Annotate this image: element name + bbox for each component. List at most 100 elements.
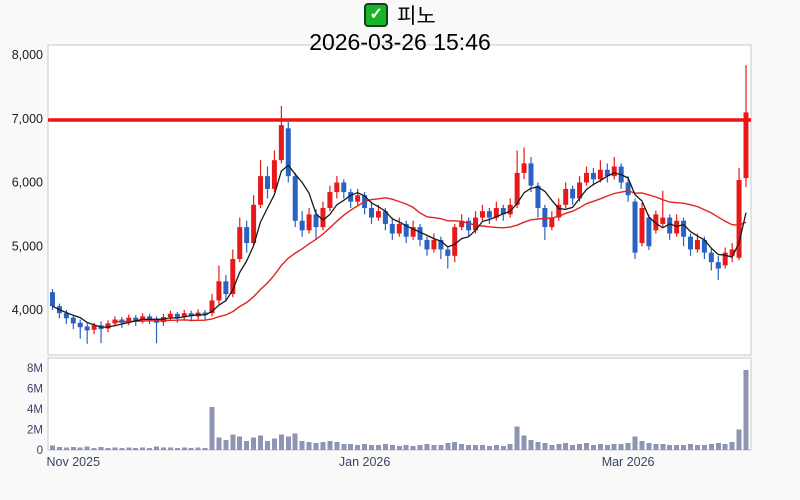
candle-body bbox=[403, 223, 409, 237]
volume-bar bbox=[708, 443, 714, 450]
price-tick-label: 6,000 bbox=[12, 176, 43, 190]
candle-body bbox=[313, 214, 319, 228]
candle-body bbox=[348, 192, 354, 202]
candle-body bbox=[521, 163, 527, 173]
volume-bar bbox=[549, 444, 555, 451]
candle-body bbox=[694, 239, 700, 250]
volume-bar bbox=[500, 445, 506, 450]
volume-bar bbox=[722, 443, 728, 450]
candle-body bbox=[140, 316, 146, 321]
volume-bar bbox=[341, 443, 347, 450]
volume-bar bbox=[535, 441, 541, 450]
candle-body bbox=[167, 313, 173, 318]
candle-body bbox=[570, 188, 576, 199]
volume-bar bbox=[140, 447, 146, 450]
volume-bar bbox=[209, 406, 215, 450]
volume-bar bbox=[688, 443, 694, 450]
candle-body bbox=[209, 300, 215, 314]
volume-bar bbox=[514, 426, 520, 450]
volume-bar bbox=[625, 442, 631, 450]
candle-body bbox=[320, 208, 326, 228]
volume-bar bbox=[285, 436, 291, 450]
candle-body bbox=[466, 220, 472, 231]
volume-bar bbox=[188, 447, 194, 450]
volume-bar bbox=[618, 443, 624, 450]
stock-name: 피노 bbox=[397, 5, 436, 28]
volume-bar bbox=[70, 446, 76, 450]
title-row: ✓ 피노 bbox=[0, 2, 800, 28]
volume-bar bbox=[597, 443, 603, 450]
volume-bar bbox=[355, 444, 361, 451]
volume-bar bbox=[133, 447, 139, 450]
candle-body bbox=[722, 252, 728, 266]
candle-body bbox=[133, 317, 139, 321]
volume-bar bbox=[632, 436, 638, 450]
volume-bar bbox=[50, 445, 55, 450]
x-tick-label: Nov 2025 bbox=[47, 455, 101, 469]
volume-bar bbox=[694, 444, 700, 451]
candle-body bbox=[681, 220, 687, 237]
price-tick-label: 8,000 bbox=[12, 48, 43, 62]
candle-body bbox=[438, 239, 444, 250]
candle-body bbox=[459, 220, 465, 228]
candle-body bbox=[590, 172, 596, 180]
checkmark-glyph: ✓ bbox=[369, 6, 383, 23]
checkbox-icon: ✓ bbox=[364, 3, 389, 27]
candle-body bbox=[493, 208, 499, 218]
candle-body bbox=[327, 192, 333, 208]
candle-body bbox=[542, 208, 548, 228]
candle-body bbox=[70, 317, 76, 324]
candle-body bbox=[223, 281, 229, 295]
candle-body bbox=[611, 166, 617, 177]
volume-bar bbox=[119, 447, 125, 450]
candle-body bbox=[445, 249, 451, 256]
candle-body bbox=[50, 292, 55, 307]
volume-bar bbox=[202, 447, 208, 450]
volume-bar bbox=[98, 446, 104, 450]
candle-body bbox=[230, 259, 236, 295]
candle-body bbox=[431, 239, 437, 250]
candle-body bbox=[84, 326, 90, 331]
volume-bar bbox=[563, 442, 569, 450]
candle-body bbox=[500, 208, 506, 215]
candle-body bbox=[639, 208, 645, 244]
candle-body bbox=[632, 201, 638, 253]
price-tick-label: 4,000 bbox=[12, 303, 43, 317]
candle-body bbox=[597, 169, 603, 180]
candle-body bbox=[424, 239, 430, 250]
volume-bar bbox=[667, 444, 673, 451]
volume-bar bbox=[556, 443, 562, 450]
candle-body bbox=[382, 211, 388, 224]
candle-body bbox=[528, 163, 534, 186]
candle-body bbox=[77, 322, 83, 328]
volume-bar bbox=[639, 440, 645, 450]
candle-body bbox=[91, 325, 97, 330]
volume-bar bbox=[431, 444, 437, 451]
volume-bar bbox=[590, 444, 596, 451]
volume-bar bbox=[660, 443, 666, 450]
candle-body bbox=[452, 227, 458, 256]
volume-tick-label: 8M bbox=[27, 363, 43, 375]
volume-bar bbox=[459, 443, 465, 450]
volume-bar bbox=[743, 370, 749, 450]
volume-bar bbox=[493, 444, 499, 451]
candle-body bbox=[355, 195, 361, 202]
volume-bar bbox=[375, 444, 381, 451]
ma-short-line bbox=[52, 164, 747, 328]
volume-tick-label: 0 bbox=[37, 445, 43, 457]
candle-body bbox=[736, 179, 742, 258]
candle-body bbox=[688, 236, 694, 250]
volume-tick-label: 4M bbox=[27, 404, 43, 416]
volume-bar bbox=[653, 443, 659, 450]
candle-body bbox=[271, 160, 277, 189]
candle-body bbox=[556, 204, 562, 218]
candle-body bbox=[708, 252, 714, 263]
volume-bar bbox=[479, 444, 485, 451]
candle-body bbox=[410, 227, 416, 237]
candle-body bbox=[292, 176, 298, 221]
candle-body bbox=[577, 182, 583, 199]
volume-bar bbox=[424, 443, 430, 450]
candle-body bbox=[251, 204, 257, 244]
volume-bar bbox=[570, 444, 576, 451]
volume-bar bbox=[223, 439, 229, 450]
